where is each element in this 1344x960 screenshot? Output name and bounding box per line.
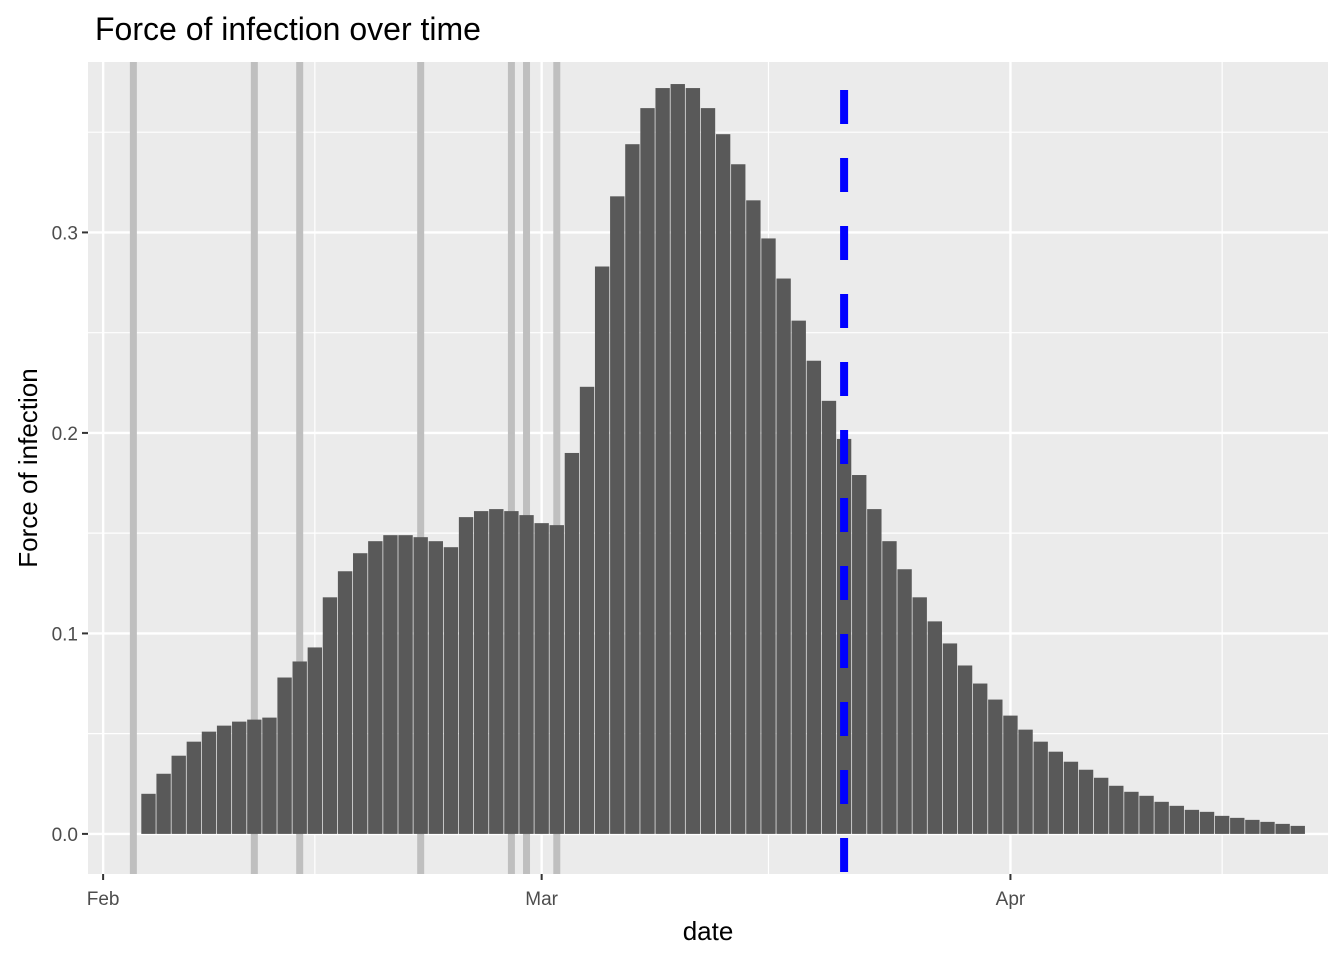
bar — [519, 515, 534, 834]
bar — [670, 84, 685, 834]
bar — [186, 741, 202, 834]
bar — [413, 537, 428, 834]
bar — [1063, 761, 1079, 834]
bar — [776, 278, 791, 834]
bar — [655, 88, 670, 834]
bar — [1109, 785, 1124, 834]
bars — [141, 84, 1305, 834]
x-axis-title: date — [683, 916, 734, 946]
y-tick-label: 0.2 — [52, 424, 78, 445]
bar — [307, 647, 323, 834]
bar — [458, 517, 474, 834]
y-tick-label: 0.1 — [52, 624, 78, 645]
bar — [247, 719, 262, 834]
bar — [534, 523, 549, 834]
bar — [731, 164, 746, 834]
bar — [473, 511, 489, 834]
bar — [156, 773, 171, 834]
bar — [957, 665, 973, 834]
y-tick-label: 0.0 — [52, 825, 78, 846]
chart-title: Force of infection over time — [95, 11, 481, 47]
bar — [1048, 751, 1063, 834]
bar — [1139, 795, 1154, 834]
bar — [700, 108, 716, 834]
bar — [897, 569, 912, 834]
bar — [1018, 729, 1033, 834]
bar — [368, 541, 383, 834]
bar — [171, 755, 186, 834]
bar — [232, 721, 247, 834]
y-tick-label: 0.3 — [52, 223, 78, 244]
bar — [882, 541, 897, 834]
bar — [353, 553, 368, 834]
bar — [715, 134, 731, 834]
bar — [1169, 805, 1184, 834]
x-tick-label: Apr — [996, 889, 1026, 910]
bar — [1184, 809, 1200, 834]
bar — [428, 541, 443, 834]
x-axis-ticks: Feb Mar Apr — [87, 874, 1026, 910]
bar — [1290, 825, 1305, 834]
bar — [1003, 715, 1018, 834]
bar — [141, 793, 156, 834]
bar — [1260, 821, 1275, 834]
x-tick-label: Mar — [525, 889, 558, 910]
x-tick-label: Feb — [87, 889, 120, 910]
bar — [912, 597, 927, 834]
bar — [277, 677, 292, 834]
bar — [594, 266, 610, 834]
bar — [821, 400, 837, 834]
bar — [625, 144, 640, 834]
bar — [1275, 823, 1290, 834]
bar — [791, 320, 806, 834]
bar — [610, 196, 625, 834]
bar — [1199, 811, 1215, 834]
bar — [1078, 769, 1094, 834]
bar — [640, 108, 655, 834]
bar — [322, 597, 338, 834]
bar — [1214, 815, 1230, 834]
bar — [988, 699, 1003, 834]
bar — [383, 535, 398, 834]
bar — [549, 525, 564, 834]
bar — [942, 643, 958, 834]
bar — [973, 683, 988, 834]
bar — [579, 386, 595, 834]
bar — [761, 238, 776, 834]
bar — [867, 509, 882, 834]
bar — [216, 725, 232, 834]
bar — [504, 511, 519, 834]
bar — [443, 547, 459, 834]
bar — [1245, 819, 1260, 834]
bar — [489, 509, 504, 834]
bar — [292, 661, 307, 834]
y-axis-ticks: 0.0 0.1 0.2 0.3 — [52, 223, 88, 846]
bar — [1033, 741, 1048, 834]
y-axis-title: Force of infection — [13, 368, 43, 567]
bar — [852, 475, 867, 834]
bar — [746, 200, 761, 834]
bar — [1093, 777, 1109, 834]
bar — [1124, 791, 1139, 834]
bar — [927, 621, 943, 834]
bar — [1154, 801, 1169, 834]
bar — [262, 717, 277, 834]
bar — [806, 360, 822, 834]
bar — [337, 571, 353, 834]
bar — [398, 535, 413, 834]
bar — [201, 731, 217, 834]
bar — [1230, 817, 1245, 834]
bar — [564, 452, 580, 834]
bar — [685, 88, 701, 834]
